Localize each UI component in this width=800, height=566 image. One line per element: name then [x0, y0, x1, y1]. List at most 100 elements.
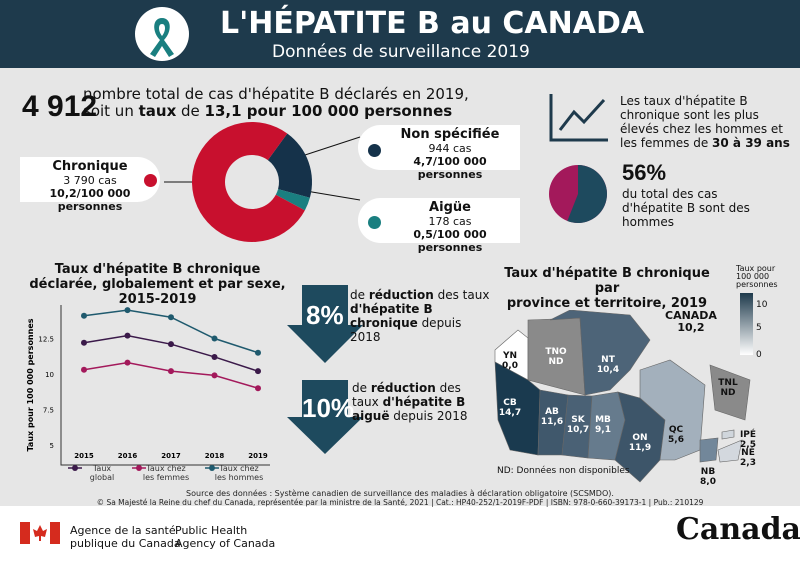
- x-tick-label: 2016: [118, 452, 138, 460]
- data-source: Source des données : Système canadien de…: [186, 489, 614, 498]
- y-tick-label: 7.5: [43, 407, 54, 415]
- legend-marker: [209, 465, 215, 471]
- map-label-tnl: ND: [720, 388, 735, 398]
- age-fact: Les taux d'hépatite B chronique sont les…: [620, 94, 790, 150]
- arrow-down-icon: [287, 285, 363, 363]
- chronique-dot: [144, 174, 157, 187]
- x-tick-label: 2017: [161, 452, 181, 460]
- map-label-cb: 14,7: [499, 408, 521, 418]
- map-legend-title: Taux pour 100 000 personnes: [736, 264, 778, 289]
- canada-flag-icon: [20, 522, 60, 544]
- legend-label: Taux: [92, 464, 112, 473]
- y-axis-label: Taux pour 100 000 personnes: [26, 318, 35, 451]
- legend-label: Taux chez: [145, 464, 185, 473]
- map-label-yn: 0,0: [502, 361, 518, 371]
- map-label-ipé: IPÉ: [740, 428, 756, 440]
- map-label-nt: 10,4: [597, 365, 619, 375]
- agency-name-en: Public Health Agency of Canada: [175, 524, 276, 550]
- map-label-qc: 5,6: [668, 435, 684, 445]
- data-point: [255, 349, 261, 356]
- data-point: [81, 339, 87, 346]
- map-label-nb: NB: [701, 467, 716, 477]
- non-specifiee-label: Non spécifiée: [400, 127, 500, 142]
- canada-rate: CANADA 10,2: [665, 309, 717, 334]
- map-label-né: 2,3: [740, 458, 756, 468]
- y-tick-label: 10: [45, 371, 54, 379]
- data-point: [81, 312, 87, 319]
- map-label-tnl: TNL: [718, 378, 738, 388]
- map-legend-gradient: [740, 293, 753, 355]
- reduction-chronic-pct: 8%: [306, 300, 344, 330]
- legend-tick: 5: [756, 323, 762, 333]
- data-point: [168, 341, 174, 348]
- men-fact-text: du total des cas d'hépatite B sont des h…: [622, 187, 750, 229]
- map-label-tno: ND: [548, 357, 563, 367]
- map-label-ab: AB: [545, 407, 559, 417]
- y-tick-label: 12.5: [38, 336, 54, 344]
- map-label-cb: CB: [503, 398, 517, 408]
- map-region-nt: [549, 310, 651, 396]
- chronique-label: Chronique: [52, 159, 128, 174]
- line-chart-title: Taux d'hépatite B chronique déclarée, gl…: [29, 262, 286, 307]
- aigue-dot: [368, 216, 381, 229]
- map-label-nt: NT: [601, 355, 616, 365]
- arrow-down-icon: [287, 380, 363, 454]
- legend-marker: [72, 465, 78, 471]
- total-line2: soit un taux de 13,1 pour 100 000 person…: [83, 102, 453, 120]
- data-point: [168, 314, 174, 321]
- data-point: [124, 332, 131, 339]
- data-point: [255, 385, 261, 392]
- map-label-né: NÉ: [741, 446, 755, 458]
- callout-aigue: Aigüe 178 cas 0,5/100 000 personnes: [358, 198, 520, 254]
- data-point: [255, 368, 261, 375]
- map-label-ab: 11,6: [541, 417, 563, 427]
- line-chart: 5 7.5 10 12.5 2015 2016 2017 2018 2019 Taux pour …: [26, 305, 270, 482]
- donut-slice-chronique: [192, 122, 305, 243]
- map-label-mb: MB: [595, 415, 611, 425]
- map-label-ipé: 2,5: [740, 440, 756, 450]
- page-subtitle: Données de surveillance 2019: [272, 42, 530, 62]
- data-point: [124, 359, 131, 366]
- axis: [60, 305, 270, 466]
- series-line: [83, 361, 259, 389]
- legend-tick: 0: [756, 350, 762, 360]
- total-description: nombre total de cas d'hépatite B déclaré…: [83, 86, 469, 120]
- legend-label: les hommes: [215, 473, 264, 482]
- data-point: [81, 366, 87, 373]
- agency-name-fr: Agence de la santé publique du Canada: [70, 524, 181, 550]
- map-note: ND: Données non disponibles: [497, 466, 630, 476]
- reduction-acute-text: de réduction des taux d'hépatite B aiguë…: [352, 381, 468, 423]
- data-point: [211, 372, 218, 379]
- data-point: [211, 335, 218, 342]
- non-specifiee-rate: 4,7/100 000 personnes: [413, 155, 487, 181]
- total-cases: 4 912: [22, 90, 98, 123]
- aigue-rate: 0,5/100 000 personnes: [413, 228, 487, 254]
- pie-slice-men: [567, 165, 607, 223]
- map-region-ipé: [721, 429, 735, 440]
- map-label-sk: SK: [571, 415, 585, 425]
- trend-chart-icon: [549, 94, 608, 142]
- donut-slice-non-spécifiée: [267, 133, 312, 198]
- header-banner: L'HÉPATITE B au CANADA Données de survei…: [0, 0, 800, 68]
- map-title: Taux d'hépatite B chronique par province …: [504, 266, 710, 311]
- donut-slice-aigüe: [275, 189, 310, 211]
- x-tick-label: 2015: [74, 452, 94, 460]
- callout-non-specifiee: Non spécifiée 944 cas 4,7/100 000 person…: [358, 125, 520, 181]
- men-share-pie: [549, 165, 607, 223]
- y-tick-label: 5: [50, 442, 54, 450]
- data-point: [124, 307, 131, 314]
- legend-marker: [136, 465, 142, 471]
- legend-label: global: [90, 473, 114, 482]
- data-point: [168, 368, 174, 375]
- map-label-tno: TNO: [545, 347, 567, 357]
- legend-label: Taux chez: [218, 464, 258, 473]
- map-label-sk: 10,7: [567, 425, 589, 435]
- footer: [0, 506, 800, 566]
- non-specifiee-dot: [368, 144, 381, 157]
- chronique-cases: 3 790 cas: [63, 174, 117, 187]
- map-region-qc: [639, 359, 706, 461]
- map-label-on: ON: [632, 433, 647, 443]
- total-line1: nombre total de cas d'hépatite B déclaré…: [83, 85, 469, 103]
- ribbon-icon: [135, 7, 189, 61]
